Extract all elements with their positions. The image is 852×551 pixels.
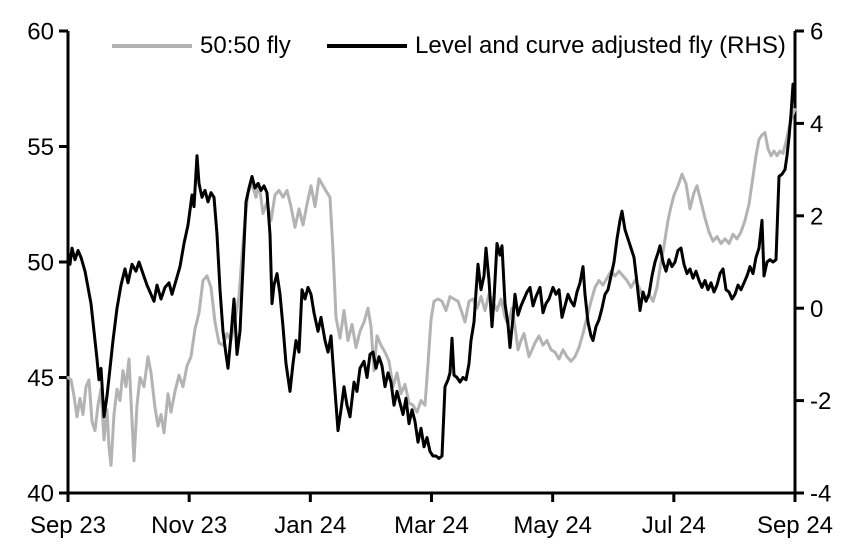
right-axis-tick-label: 4 <box>810 111 823 138</box>
x-axis-tick-label: Sep 24 <box>757 512 833 539</box>
x-axis-tick-label: Sep 23 <box>30 512 106 539</box>
series-line-level-curve-adjusted-fly <box>66 82 797 460</box>
left-axis-tick-label: 60 <box>27 19 54 46</box>
gray-line-swatch <box>112 44 192 48</box>
left-axis-tick-label: 40 <box>27 481 54 508</box>
legend-item-level-curve-adjusted-fly: Level and curve adjusted fly (RHS) <box>327 33 786 59</box>
right-axis-tick-label: 0 <box>810 296 823 323</box>
right-axis-tick-label: -4 <box>810 481 831 508</box>
legend-label-level-curve-adjusted-fly: Level and curve adjusted fly (RHS) <box>415 32 786 59</box>
series-line-5050-fly <box>66 108 797 467</box>
left-axis-tick-label: 55 <box>27 134 54 161</box>
x-axis-tick-label: Jan 24 <box>274 512 346 539</box>
left-axis-tick-label: 50 <box>27 250 54 277</box>
left-axis-tick-label: 45 <box>27 365 54 392</box>
legend-label-5050-fly: 50:50 fly <box>200 32 291 59</box>
legend-item-5050-fly: 50:50 fly <box>112 33 291 59</box>
x-axis-tick-label: Nov 23 <box>151 512 227 539</box>
right-axis-tick-label: 2 <box>810 203 823 230</box>
right-axis-tick-label: 6 <box>810 19 823 46</box>
black-line-swatch <box>327 44 407 48</box>
x-axis-tick-label: Mar 24 <box>394 512 469 539</box>
x-axis-tick-label: May 24 <box>513 512 592 539</box>
x-axis-tick-label: Jul 24 <box>642 512 706 539</box>
right-axis-tick-label: -2 <box>810 388 831 415</box>
